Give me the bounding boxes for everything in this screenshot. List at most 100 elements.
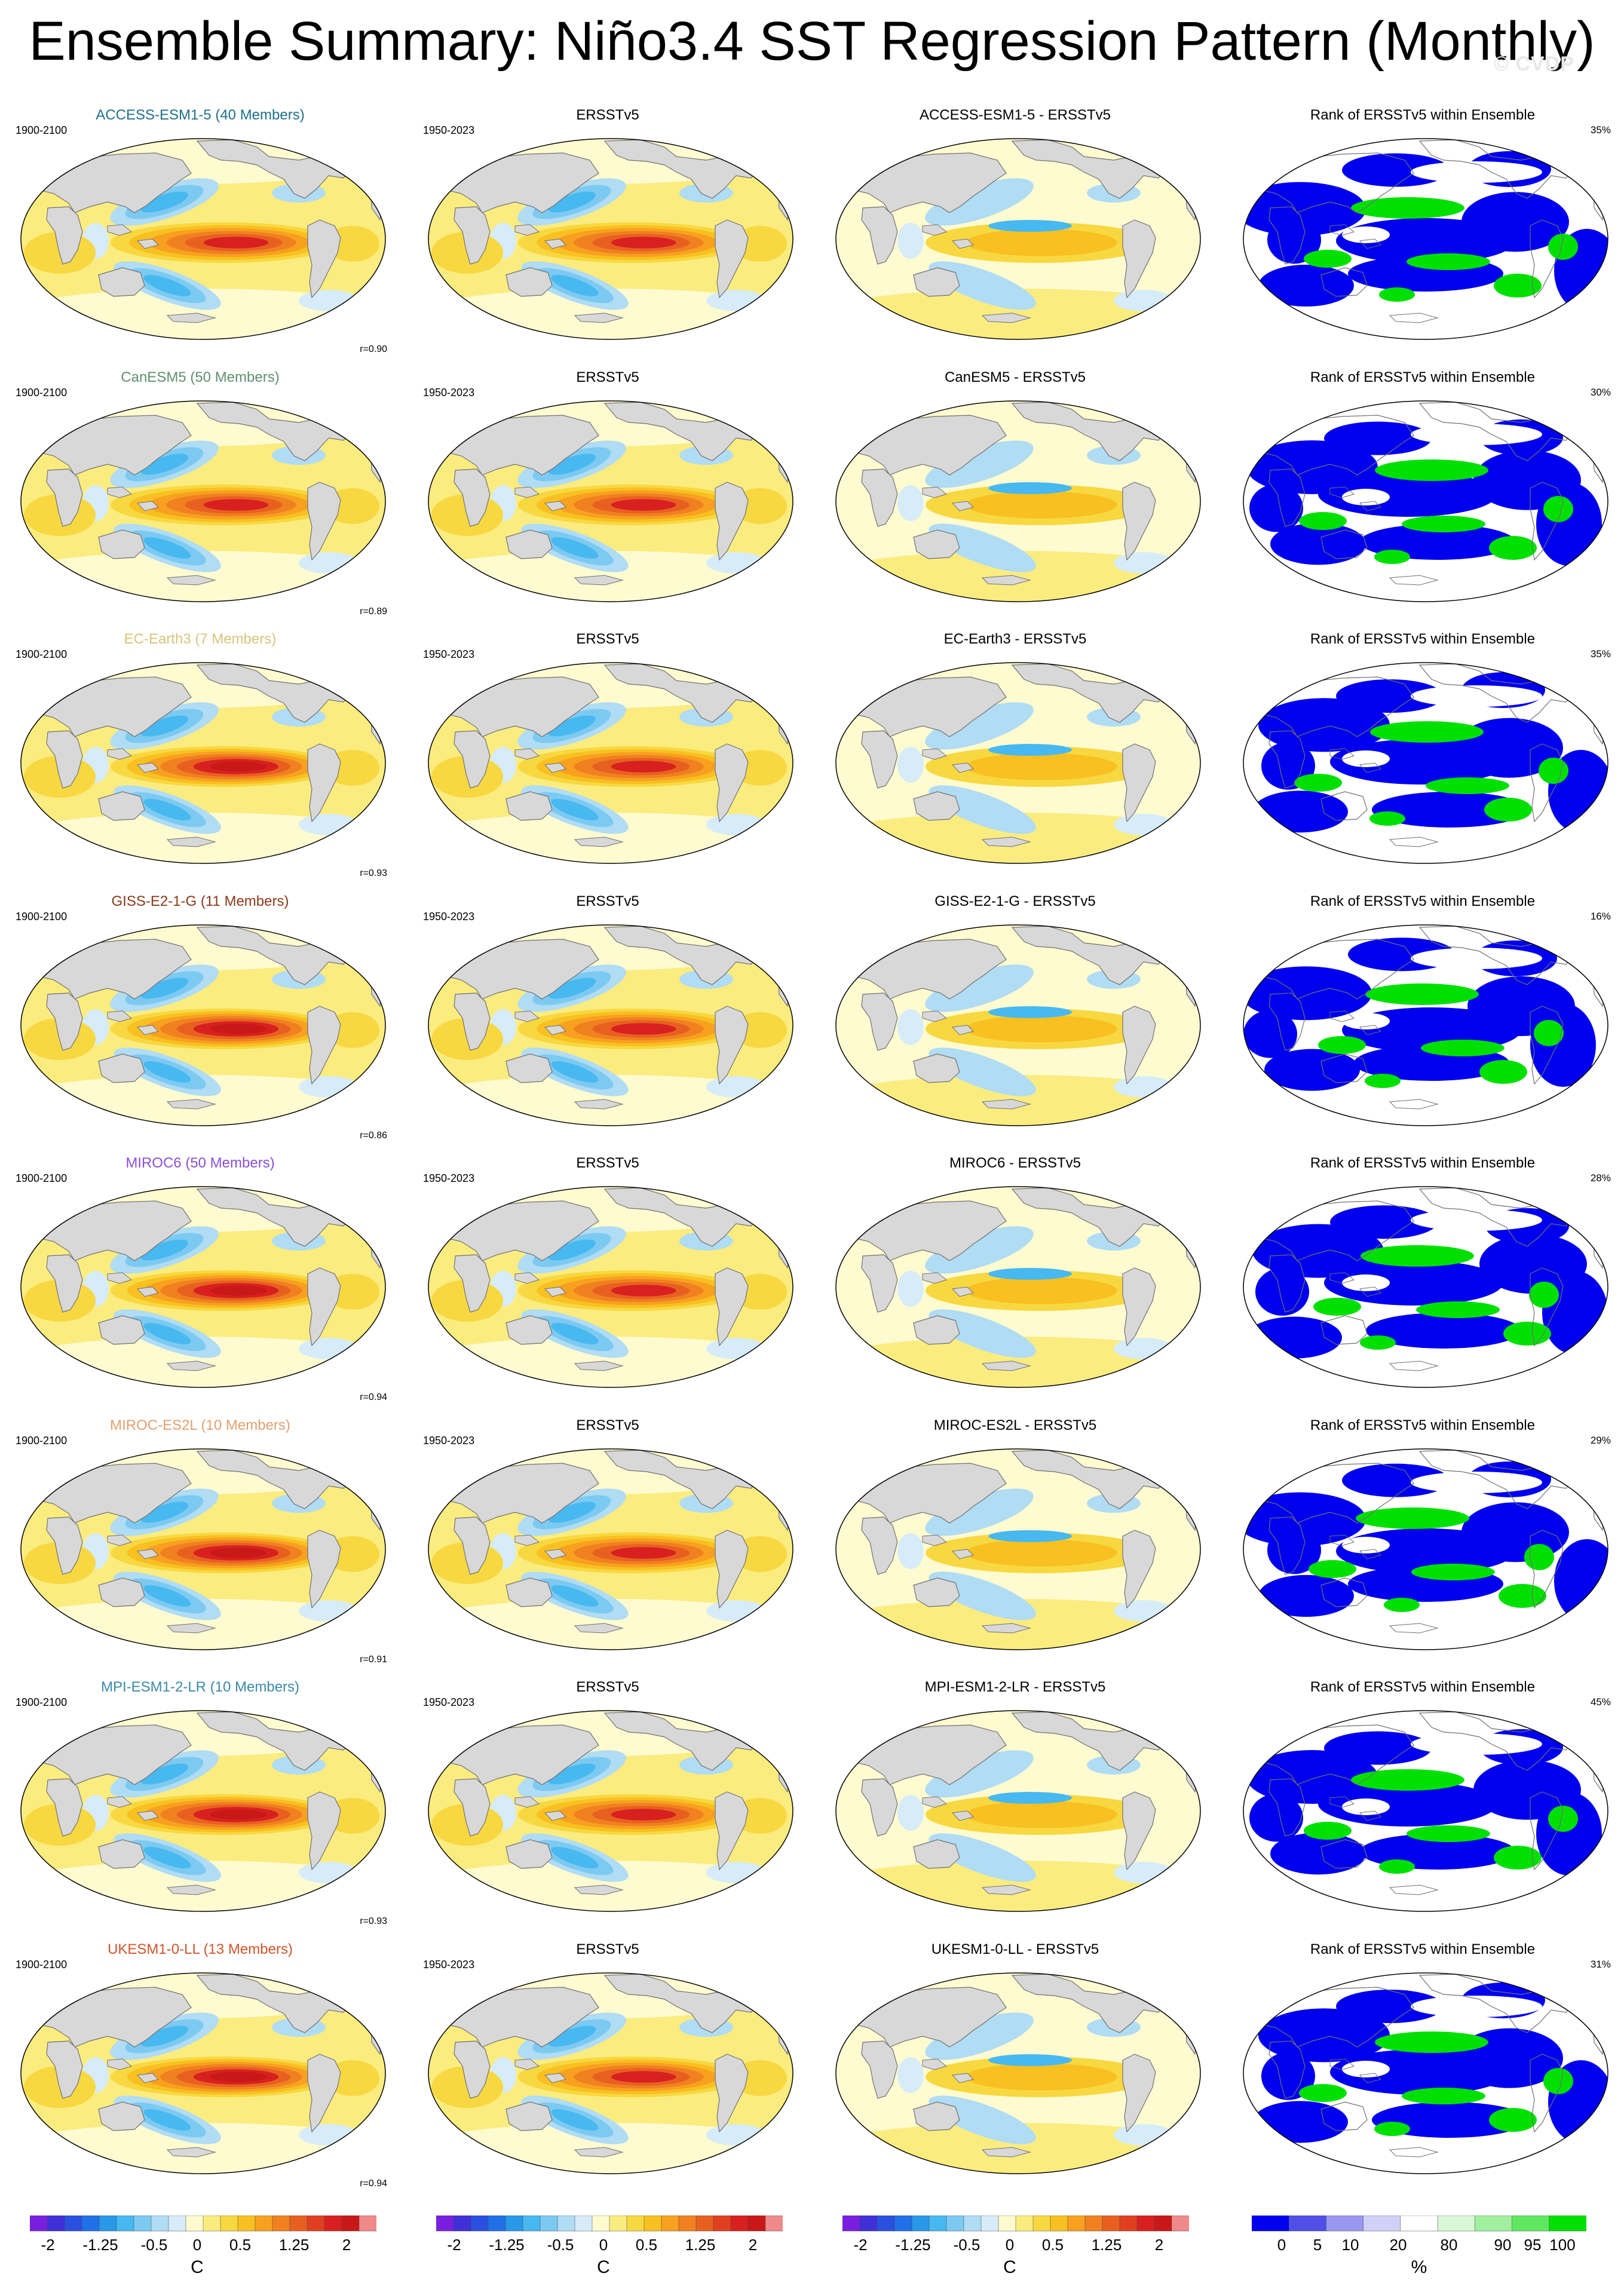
obs-map [428,1186,793,1388]
rank-panel: Rank of ERSSTv5 within Ensemble 30% [1228,369,1617,620]
colorbar-swatch [998,2216,1016,2232]
colorbar-swatch [946,2216,964,2232]
colorbar-swatch [1119,2216,1138,2232]
colorbar-swatch [1437,2216,1476,2232]
colorbar-tick-label: -1.25 [489,2236,525,2254]
panel-years: 1900-2100 [16,648,68,660]
panel-title: Rank of ERSSTv5 within Ensemble [1310,893,1536,909]
panel-title: ERSSTv5 [576,369,639,385]
panel-years: 1950-2023 [423,648,475,660]
obs-panel: ERSSTv5 1950-2023 [413,630,802,881]
pattern-correlation: r=0.89 [360,606,387,617]
diff-map [835,1710,1201,1912]
obs-panel: ERSSTv5 1950-2023 [413,1678,802,1929]
rank-map [1243,1448,1608,1650]
rank-map [1243,662,1608,864]
colorbar-swatch [1549,2216,1586,2232]
colorbar-swatch [1252,2216,1289,2232]
colorbar-tick-label: -0.5 [953,2236,980,2254]
colorbar-swatch [168,2216,186,2232]
panel-title: ERSSTv5 [576,1417,639,1433]
diff-panel: EC-Earth3 - ERSSTv5 [821,630,1209,881]
colorbar-swatch [1032,2216,1051,2232]
obs-map [428,1710,793,1912]
obs-map [428,1972,793,2174]
colorbar-swatch [522,2216,541,2232]
panel-title: Rank of ERSSTv5 within Ensemble [1310,107,1536,123]
colorbar-swatch [436,2216,454,2232]
panel-title: GISS-E2-1-G - ERSSTv5 [934,893,1096,909]
colorbar-tick-label: 0 [1277,2236,1286,2254]
colorbar-swatch [289,2216,308,2232]
colorbar-swatch [1084,2216,1103,2232]
colorbar-swatch [220,2216,238,2232]
panel-title: CanESM5 - ERSSTv5 [944,369,1086,385]
panel-title: MIROC6 - ERSSTv5 [949,1155,1081,1171]
panel-years: 1900-2100 [16,910,68,923]
colorbar-swatch [1475,2216,1513,2232]
diff-map [835,662,1201,864]
colorbar-tick-label: -1.25 [895,2236,931,2254]
diff-panel: MIROC6 - ERSSTv5 [821,1154,1209,1405]
colorbar-swatch [47,2216,65,2232]
rank-panel: Rank of ERSSTv5 within Ensemble 28% [1228,1154,1617,1405]
colorbar-swatch [81,2216,100,2232]
colorbar-tick-label: 80 [1440,2236,1458,2254]
colorbar-swatch [911,2216,930,2232]
rank-panel: Rank of ERSSTv5 within Ensemble 35% [1228,630,1617,881]
rank-panel: Rank of ERSSTv5 within Ensemble 16% [1228,893,1617,1144]
pattern-correlation: r=0.86 [360,1130,387,1141]
panel-title: ERSSTv5 [576,107,639,123]
panel-title: ACCESS-ESM1-5 - ERSSTv5 [919,107,1111,123]
colorbar-swatch [30,2216,48,2232]
colorbar-swatch [859,2216,878,2232]
colorbar-swatch [307,2216,325,2232]
colorbar-swatch [557,2216,575,2232]
colorbar-swatch [505,2216,523,2232]
rank-percent: 31% [1590,1958,1611,1970]
rank-map [1243,400,1608,602]
colorbar-swatch [626,2216,645,2232]
colorbar-swatch [765,2216,783,2232]
rank-percent: 45% [1590,1696,1611,1708]
colorbar-swatch [470,2216,489,2232]
colorbar-swatch [1363,2216,1401,2232]
panel-title: ERSSTv5 [576,1155,639,1171]
colorbar-swatch [842,2216,860,2232]
panel-title: Rank of ERSSTv5 within Ensemble [1310,1679,1536,1695]
colorbar-swatch [661,2216,679,2232]
panel-title: MIROC-ES2L (10 Members) [110,1417,290,1433]
colorbar-tick-label: 0.5 [635,2236,658,2254]
colorbar-tick-label: 100 [1549,2236,1576,2254]
obs-panel: ERSSTv5 1950-2023 [413,369,802,620]
panel-title: EC-Earth3 (7 Members) [124,631,277,647]
colorbar-tick-label: 0.5 [1041,2236,1064,2254]
colorbar-swatch [133,2216,152,2232]
panel-title: ERSSTv5 [576,631,639,647]
rank-panel: Rank of ERSSTv5 within Ensemble 31% [1228,1941,1617,2192]
panel-years: 1950-2023 [423,124,475,136]
model-map [20,662,386,864]
rank-map [1243,924,1608,1126]
colorbar-swatch [963,2216,982,2232]
colorbar-swatch [1326,2216,1364,2232]
panel-years: 1950-2023 [423,1434,475,1447]
obs-map [428,662,793,864]
rank-percent: 35% [1590,648,1611,660]
model-panel: MIROC-ES2L (10 Members) 1900-2100 r=0.91 [6,1417,394,1668]
panel-title: MIROC-ES2L - ERSSTv5 [933,1417,1097,1433]
colorbar-swatch [272,2216,290,2232]
colorbar-swatch [929,2216,947,2232]
colorbar-tick-label: 95 [1524,2236,1542,2254]
colorbar-swatch [1050,2216,1068,2232]
panel-years: 1900-2100 [16,1172,68,1184]
obs-panel: ERSSTv5 1950-2023 [413,1417,802,1668]
colorbar-swatch [540,2216,558,2232]
colorbar-swatch [747,2216,766,2232]
colorbar-tick-label: 1.25 [278,2236,310,2254]
colorbar-swatch [116,2216,134,2232]
cvdp-watermark: © CVDP [1494,53,1574,75]
panel-title: CanESM5 (50 Members) [121,369,280,385]
rank-percent: 30% [1590,386,1611,398]
panel-years: 1900-2100 [16,124,68,136]
